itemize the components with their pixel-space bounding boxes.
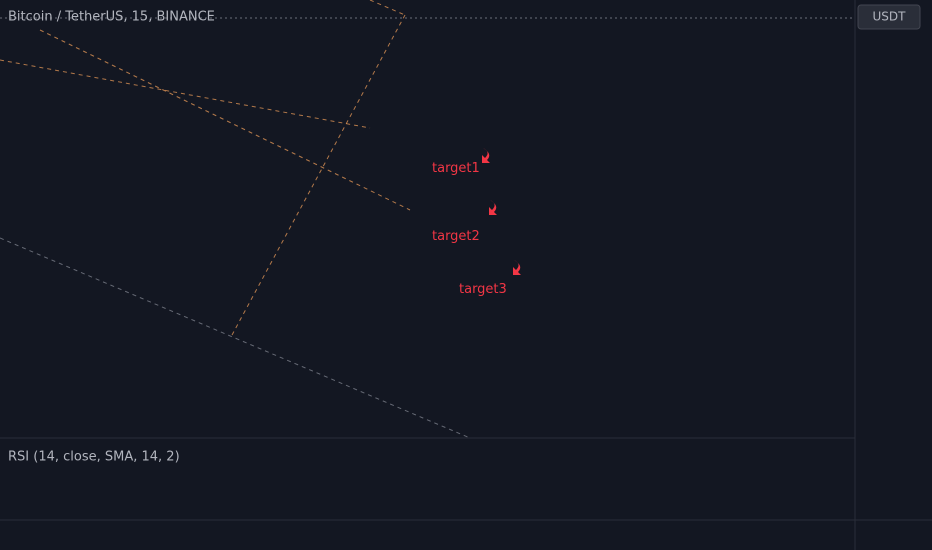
arrow-icon (482, 148, 490, 163)
currency-label[interactable]: USDT (873, 10, 907, 24)
chart-title: Bitcoin / TetherUS, 15, BINANCE (8, 10, 215, 25)
trendline (369, 0, 406, 16)
trendline (0, 237, 471, 438)
currency-button[interactable] (857, 4, 921, 30)
trendline (231, 14, 406, 336)
annotation: target1 (432, 161, 480, 176)
drawings (0, 0, 855, 438)
trendline (39, 29, 411, 211)
arrow-icon (489, 200, 497, 215)
annotation: target3 (459, 282, 507, 297)
trendline (0, 59, 371, 129)
annotation: target2 (432, 229, 480, 244)
rsi-title: RSI (14, close, SMA, 14, 2) (8, 450, 180, 465)
arrow-icon (513, 260, 521, 275)
